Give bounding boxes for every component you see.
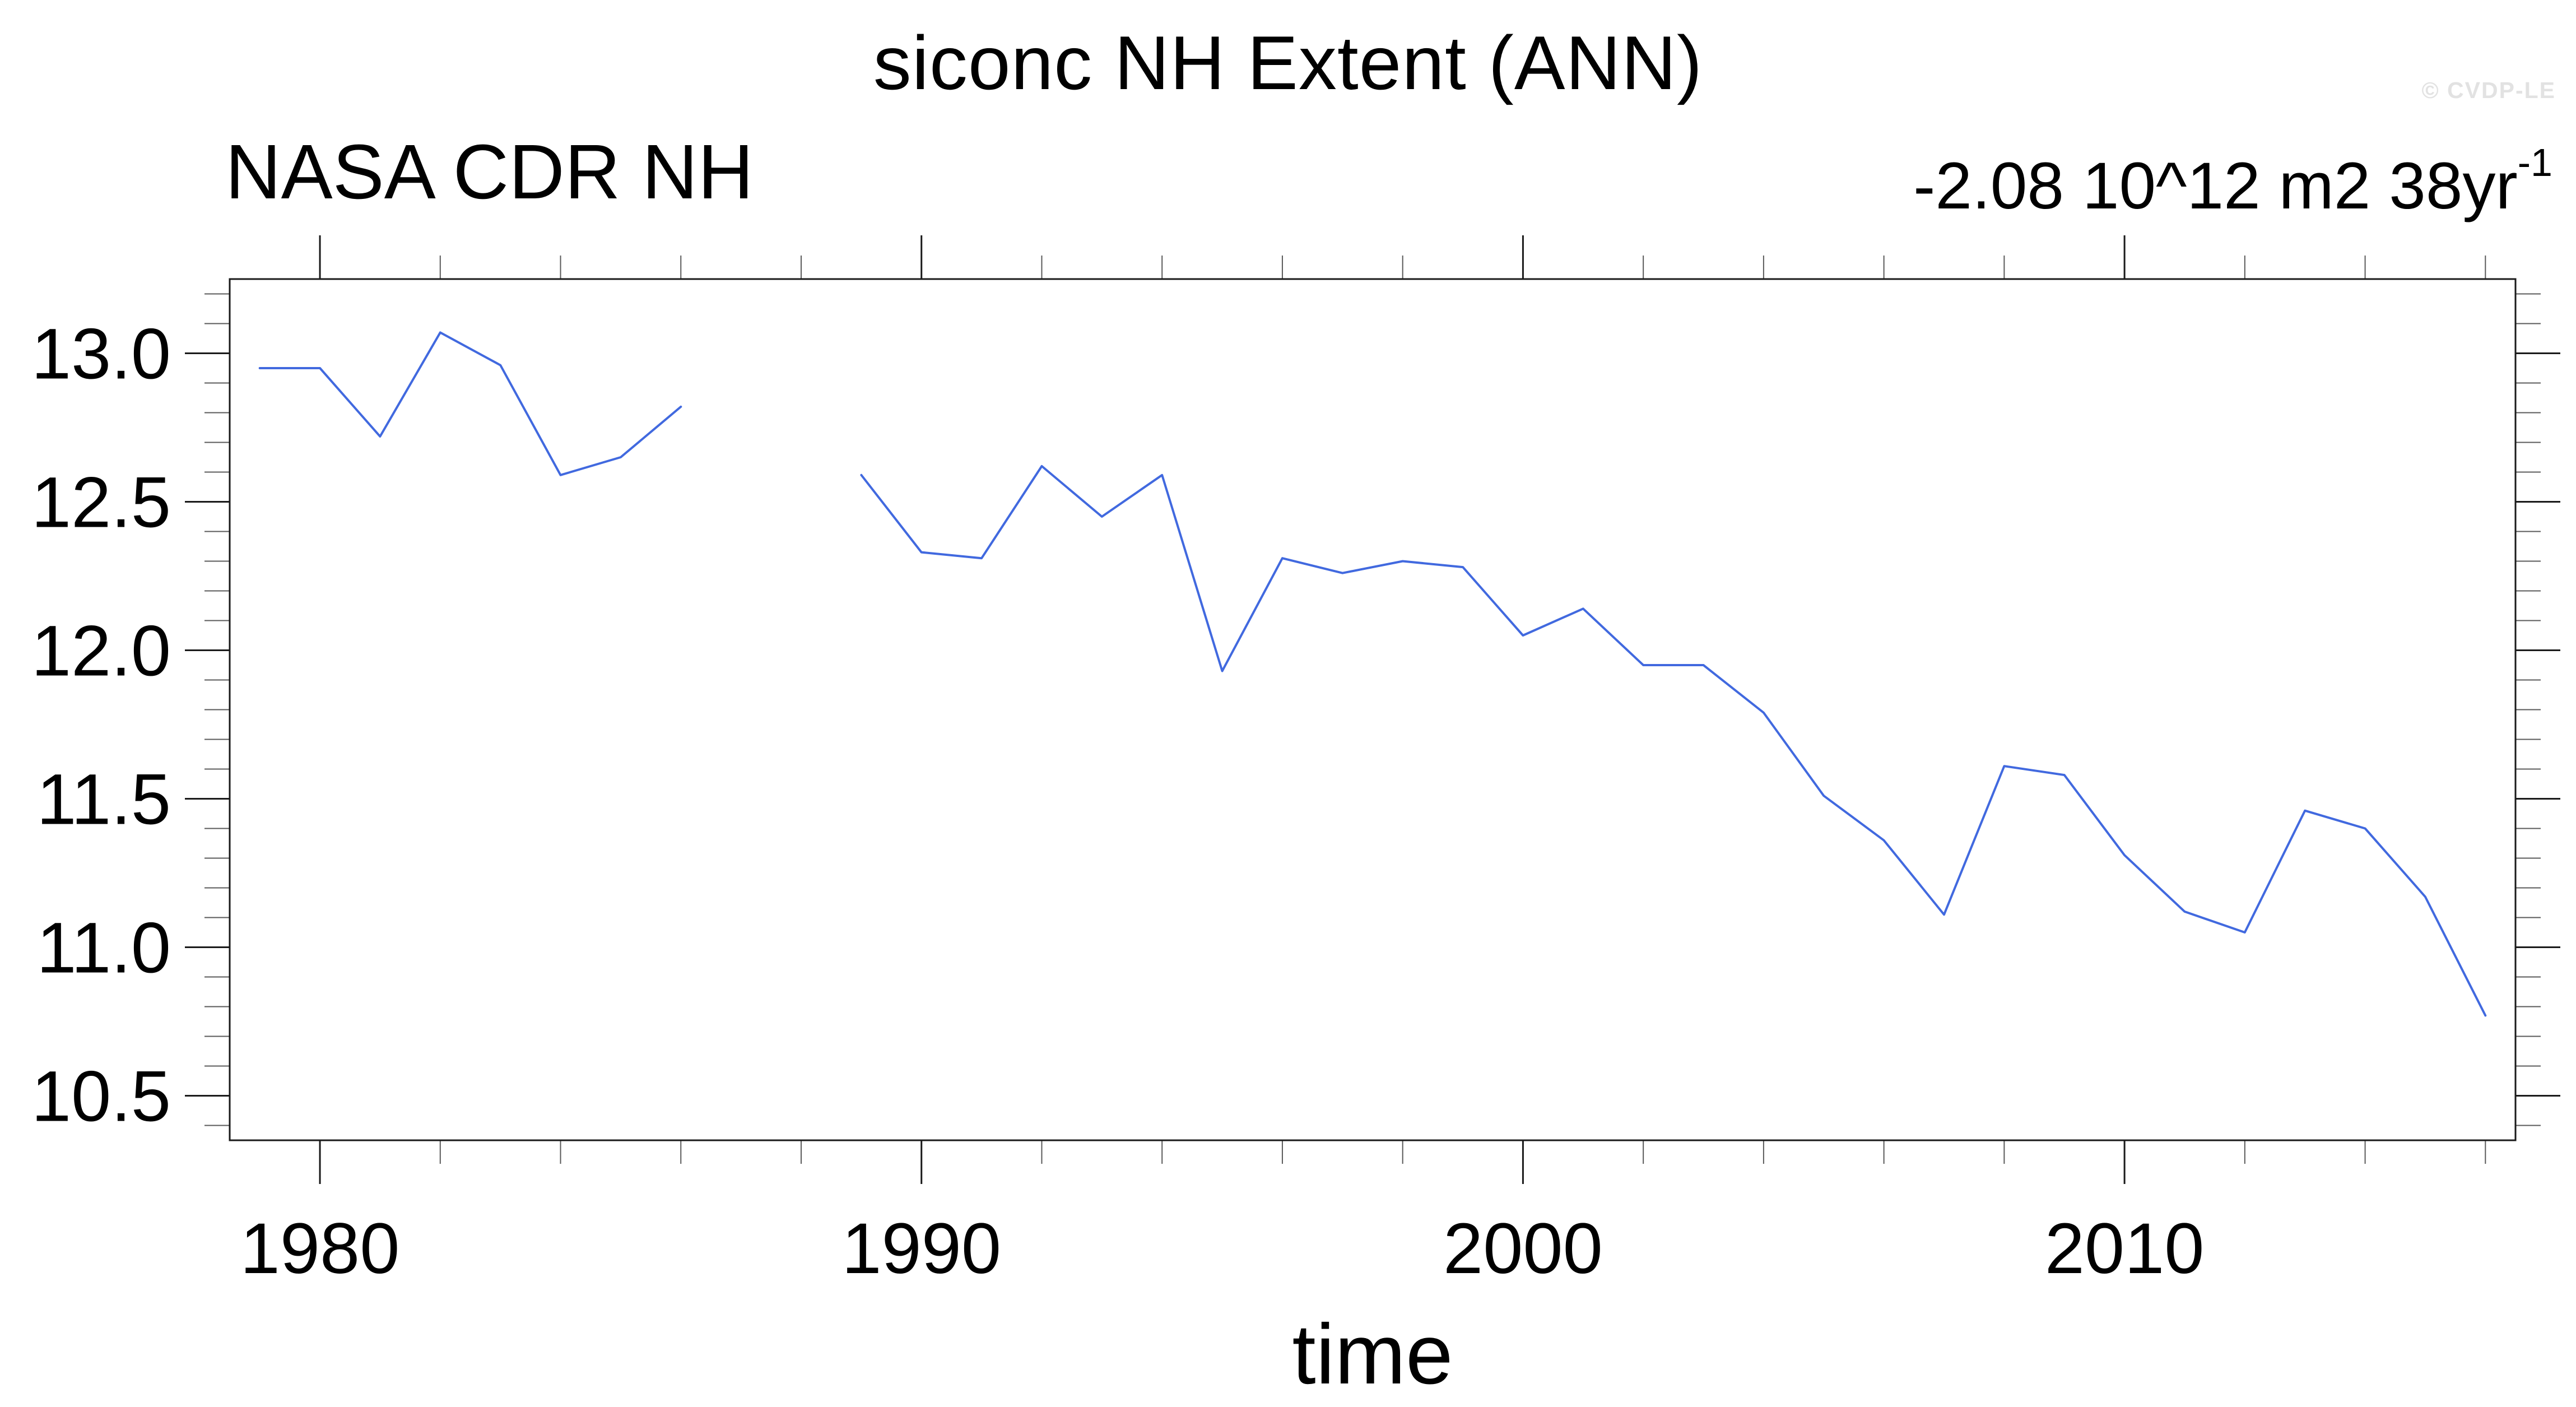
x-tick-label: 2000 — [1443, 1209, 1603, 1289]
y-tick-label: 12.5 — [31, 463, 171, 543]
watermark-label: © CVDP-LE — [2421, 77, 2556, 103]
dataset-label: NASA CDR NH — [225, 129, 754, 215]
y-tick-label: 12.0 — [31, 611, 171, 691]
trend-annotation: -2.08 10^12 m2 38yr-1 — [1913, 140, 2552, 224]
y-tick-label: 13.0 — [31, 314, 171, 394]
x-tick-label: 1980 — [240, 1209, 400, 1289]
chart-title: siconc NH Extent (ANN) — [873, 20, 1703, 105]
x-tick-label: 1990 — [841, 1209, 1001, 1289]
y-tick-label: 11.5 — [36, 760, 171, 840]
x-tick-label: 2010 — [2045, 1209, 2205, 1289]
y-tick-label: 10.5 — [31, 1057, 171, 1137]
data-line — [258, 331, 2487, 1017]
y-tick-label: 11.0 — [36, 908, 171, 988]
plot-frame — [229, 278, 2517, 1141]
trend-value: -2.08 10^12 m2 38yr — [1913, 149, 2518, 223]
trend-exponent: -1 — [2517, 141, 2552, 184]
x-axis-title: time — [1292, 1307, 1453, 1402]
